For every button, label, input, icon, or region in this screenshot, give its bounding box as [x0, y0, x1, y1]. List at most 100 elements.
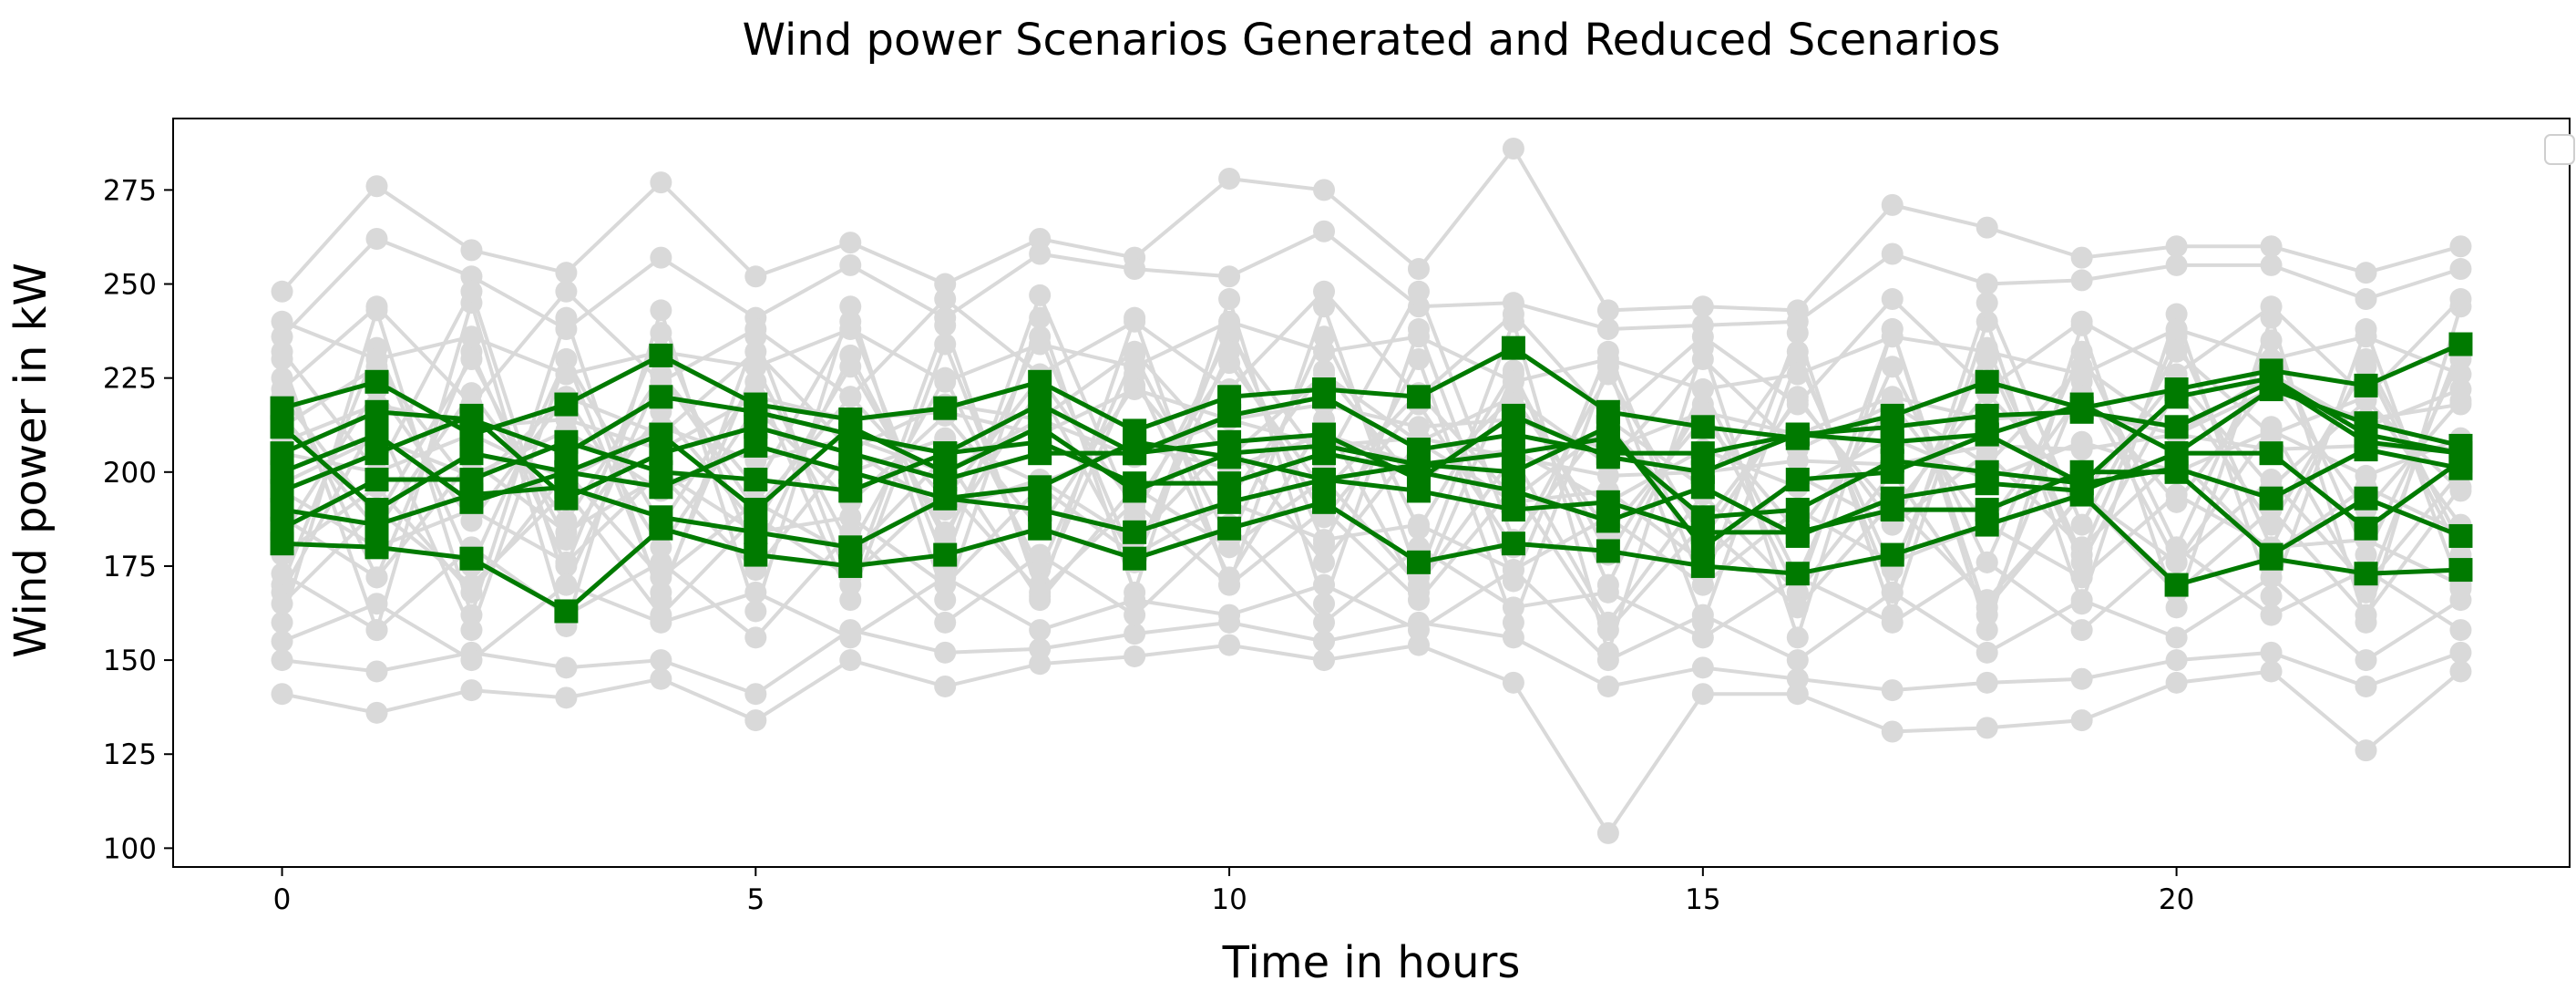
generated-scenario-line — [281, 145, 2461, 313]
reduced-scenario-point — [1975, 369, 1999, 394]
generated-scenario-point — [744, 709, 767, 732]
reduced-scenario-point — [1123, 479, 1147, 503]
reduced-scenario-point — [2259, 441, 2284, 466]
generated-scenario-point — [934, 314, 957, 336]
generated-scenario-point — [2449, 258, 2472, 281]
y-tick-label: 250 — [103, 269, 157, 302]
generated-scenario-point — [2260, 584, 2283, 607]
generated-scenario-point — [1976, 589, 1998, 612]
reduced-scenario-point — [1880, 459, 1904, 484]
generated-scenario-point — [934, 641, 957, 664]
reduced-scenario-point — [554, 486, 579, 511]
generated-scenario-point — [365, 593, 388, 615]
generated-scenario-point — [2355, 543, 2377, 566]
generated-scenario-point — [839, 253, 862, 276]
generated-scenario-point — [2355, 325, 2377, 348]
reduced-scenario-point — [554, 599, 579, 624]
generated-scenario-point — [365, 619, 388, 642]
reduced-scenario-point — [744, 542, 768, 567]
generated-scenario-point — [1218, 573, 1241, 596]
generated-scenario-point — [650, 322, 672, 345]
generated-scenario-point — [2449, 660, 2472, 683]
y-tick-label: 175 — [103, 551, 157, 583]
generated-scenario-point — [650, 566, 672, 589]
generated-scenario-point — [271, 280, 293, 303]
y-axis-label: Wind power in kW — [5, 263, 56, 658]
generated-scenario-point — [365, 175, 388, 198]
generated-scenario-point — [2165, 671, 2188, 694]
reduced-scenario-point — [1785, 562, 1810, 586]
generated-scenario-point — [2449, 288, 2472, 311]
reduced-scenario-point — [1312, 468, 1337, 492]
generated-scenario-point — [460, 239, 483, 262]
generated-scenario-point — [2355, 675, 2377, 697]
generated-scenario-point — [460, 679, 483, 702]
generated-scenario-point — [1313, 593, 1336, 615]
reduced-scenario-point — [2354, 562, 2378, 586]
generated-scenario-point — [1313, 611, 1336, 634]
generated-scenario-point — [744, 581, 767, 604]
generated-scenario-point — [1502, 138, 1524, 160]
legend-box — [2544, 134, 2575, 165]
generated-scenario-point — [555, 551, 578, 573]
generated-scenario-point — [555, 262, 578, 284]
generated-scenario-point — [1502, 671, 1524, 694]
generated-scenario-line — [282, 643, 2462, 837]
generated-scenario-point — [1691, 573, 1714, 596]
generated-scenario-point — [744, 370, 767, 393]
reduced-scenario-point — [2448, 332, 2473, 356]
generated-scenario-point — [1786, 581, 1809, 604]
generated-scenario-point — [2165, 303, 2188, 325]
generated-scenario-point — [2165, 596, 2188, 619]
generated-scenario-line — [281, 521, 2462, 641]
generated-scenario-point — [1313, 340, 1336, 363]
generated-scenario-point — [1691, 325, 1714, 348]
reduced-scenario-point — [1596, 539, 1620, 563]
generated-scenario-point — [2070, 363, 2093, 386]
reduced-scenario-point — [744, 468, 768, 492]
generated-scenario-point — [1596, 649, 1619, 672]
reduced-scenario-line — [280, 425, 2461, 520]
generated-scenario-point — [2070, 589, 2093, 612]
generated-scenario-point — [1407, 348, 1430, 371]
chart-title: Wind power Scenarios Generated and Reduc… — [743, 15, 2001, 66]
generated-scenario-point — [2070, 709, 2093, 732]
reduced-scenario-point — [364, 535, 389, 560]
generated-scenario-point — [365, 566, 388, 589]
generated-scenario-point — [555, 363, 578, 386]
generated-scenario-point — [555, 529, 578, 552]
generated-scenario-point — [744, 600, 767, 623]
generated-scenario-point — [1596, 821, 1619, 844]
generated-scenario-point — [1313, 649, 1336, 672]
reduced-scenario-point — [838, 441, 863, 466]
reduced-scenario-point — [933, 542, 958, 567]
plot-frame — [172, 118, 2571, 868]
generated-scenario-point — [1407, 619, 1430, 642]
generated-scenario-point — [1124, 378, 1146, 401]
generated-scenario-point — [1976, 292, 1998, 315]
generated-scenario-point — [744, 340, 767, 363]
reduced-scenario-point — [1217, 516, 1242, 541]
generated-scenario-point — [1313, 220, 1336, 243]
generated-scenario-point — [1313, 551, 1336, 573]
generated-scenario-point — [1029, 243, 1052, 265]
generated-scenarios-layer — [271, 138, 2472, 844]
generated-scenario-point — [271, 562, 293, 585]
generated-scenario-point — [1029, 581, 1052, 604]
generated-scenario-point — [460, 649, 483, 672]
reduced-scenario-point — [2164, 415, 2189, 439]
generated-scenario-point — [934, 273, 957, 295]
generated-scenario-point — [2070, 269, 2093, 292]
reduced-scenario-point — [2069, 479, 2094, 503]
generated-scenario-point — [1218, 325, 1241, 348]
generated-scenario-point — [1881, 720, 1904, 743]
generated-scenario-point — [1691, 378, 1714, 401]
generated-scenario-point — [1313, 630, 1336, 653]
generated-scenario-point — [271, 630, 293, 653]
generated-scenario-point — [2449, 619, 2472, 642]
reduced-scenario-point — [364, 399, 389, 424]
reduced-scenario-line — [282, 491, 2461, 614]
reduced-scenario-point — [1975, 498, 1999, 522]
generated-scenario-point — [2355, 288, 2377, 311]
